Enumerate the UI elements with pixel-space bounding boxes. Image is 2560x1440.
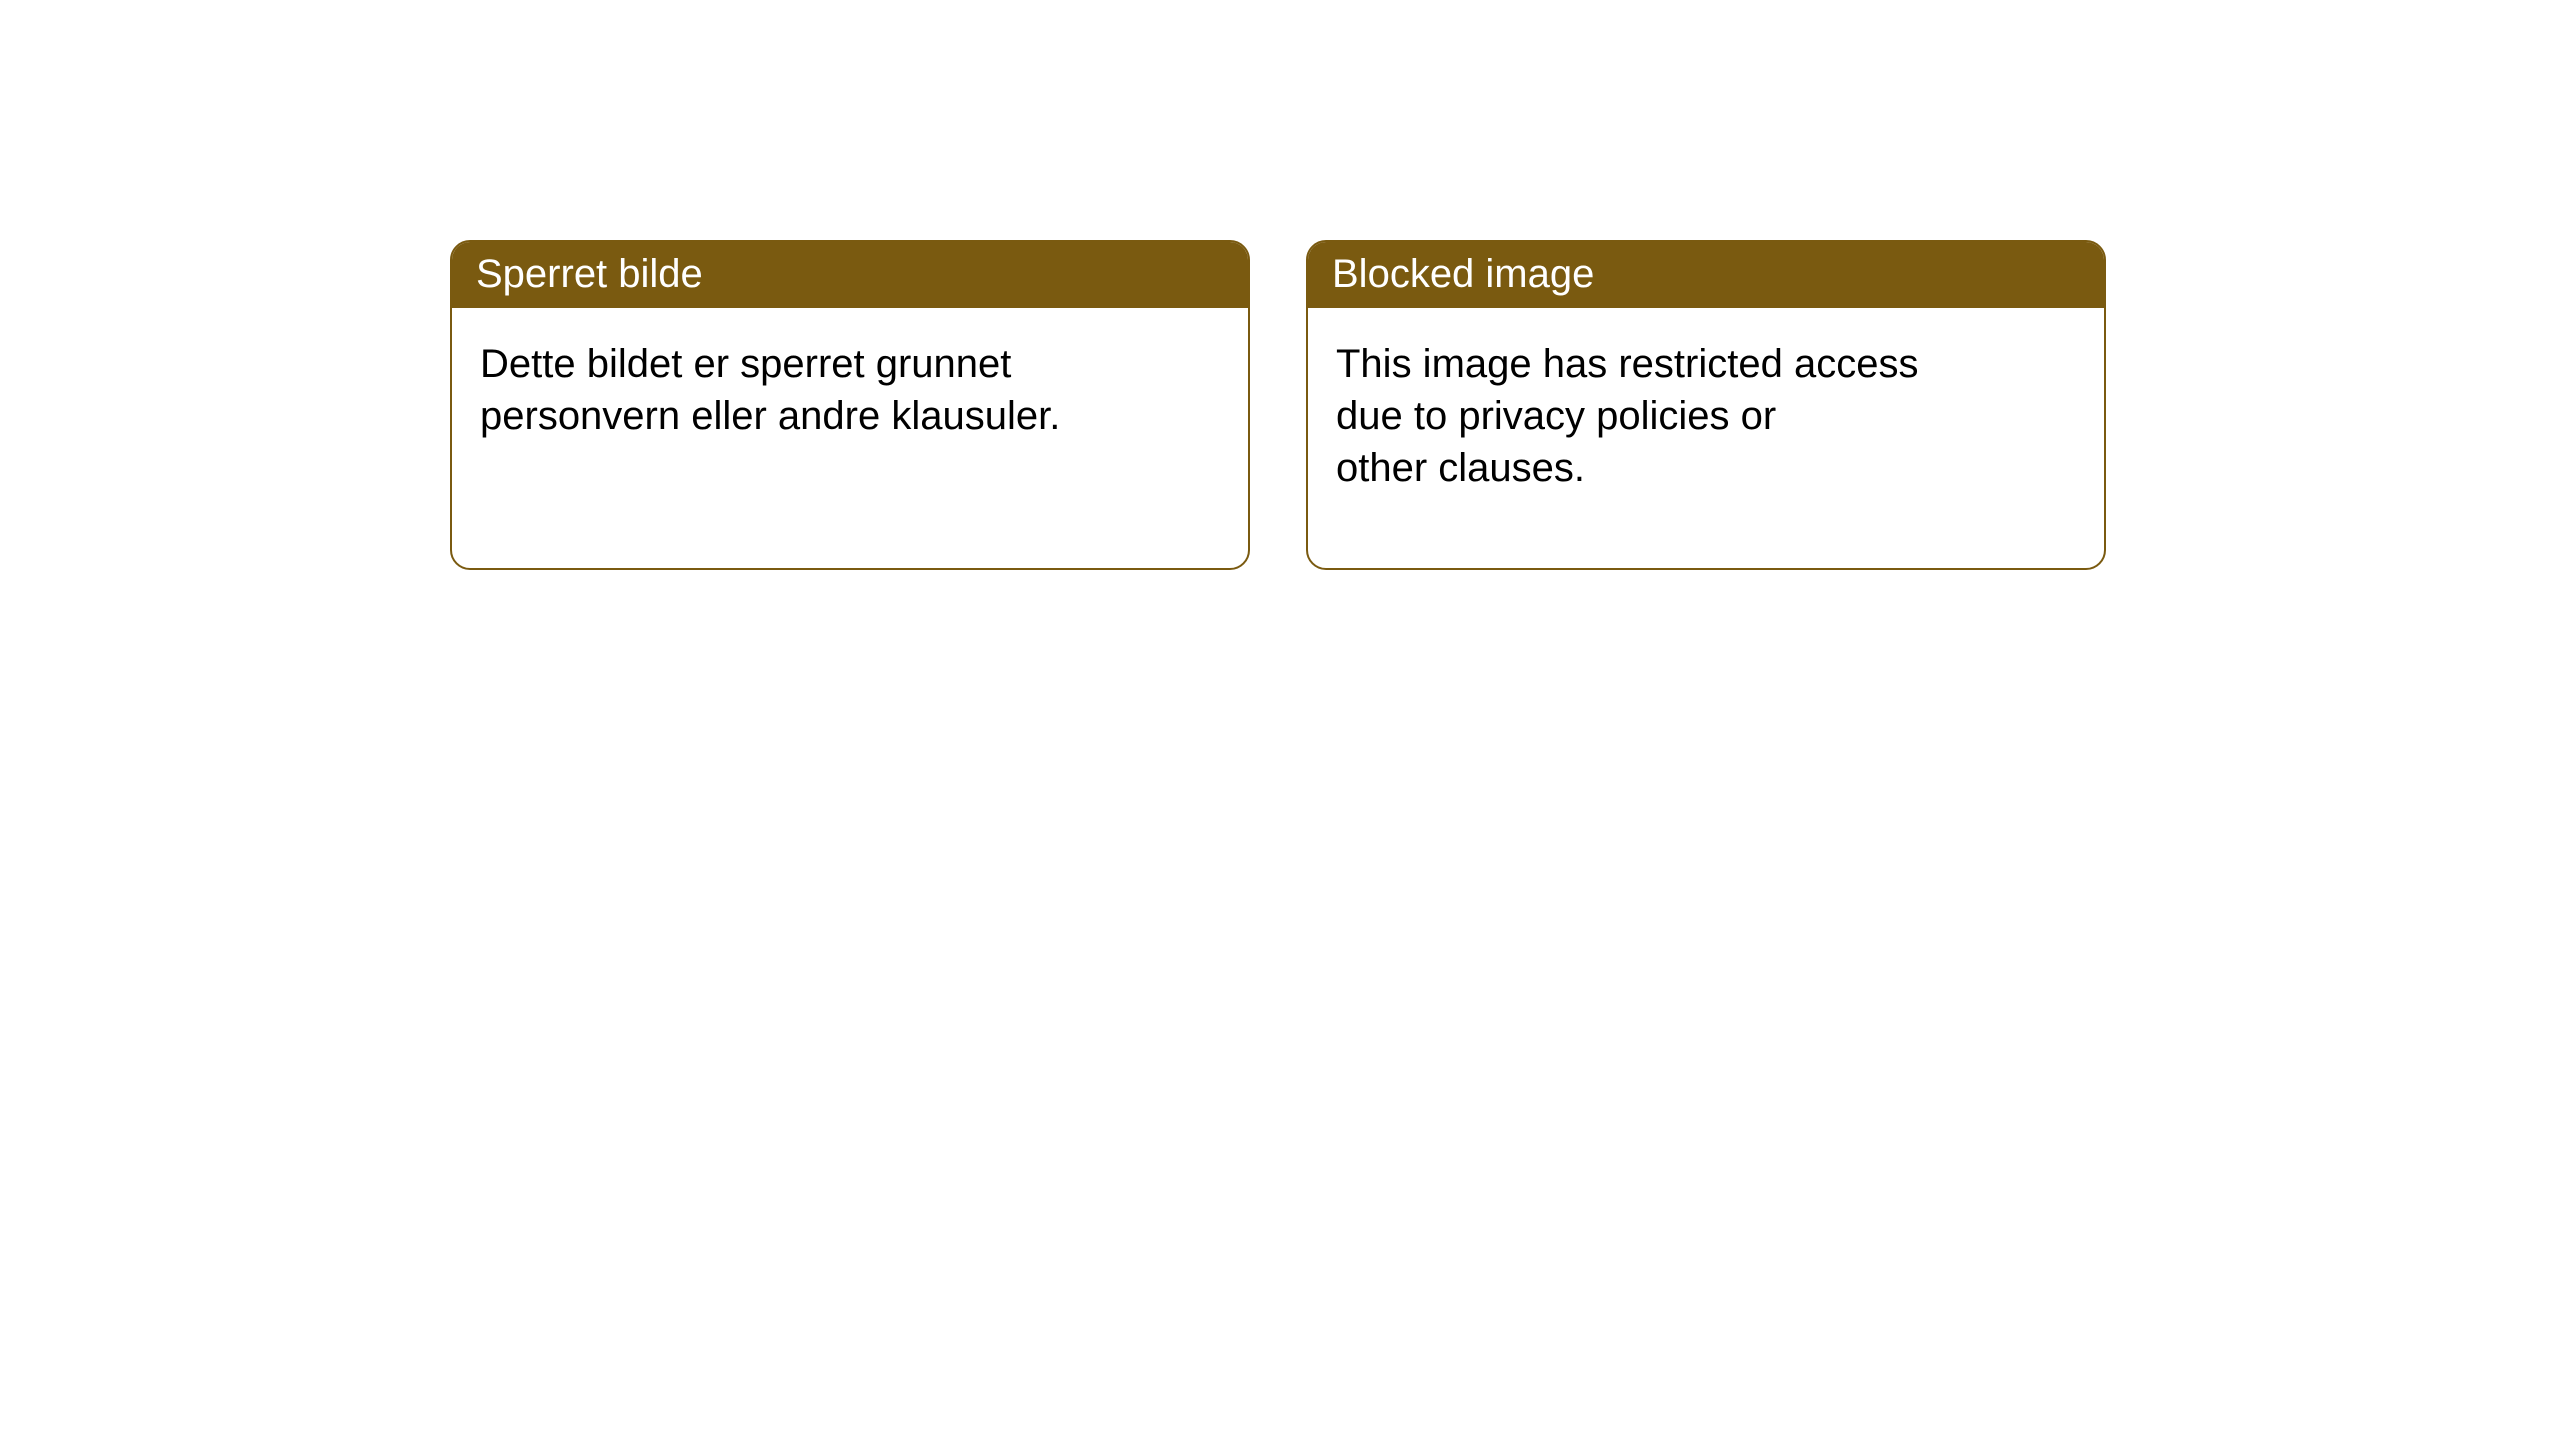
notice-card-header: Sperret bilde bbox=[452, 242, 1248, 308]
notice-card-body: Dette bildet er sperret grunnet personve… bbox=[452, 308, 1248, 472]
notice-card-english: Blocked image This image has restricted … bbox=[1306, 240, 2106, 570]
notice-card-body: This image has restricted access due to … bbox=[1308, 308, 2104, 524]
notice-card-header: Blocked image bbox=[1308, 242, 2104, 308]
notice-card-norwegian: Sperret bilde Dette bildet er sperret gr… bbox=[450, 240, 1250, 570]
notice-cards-container: Sperret bilde Dette bildet er sperret gr… bbox=[0, 0, 2560, 570]
